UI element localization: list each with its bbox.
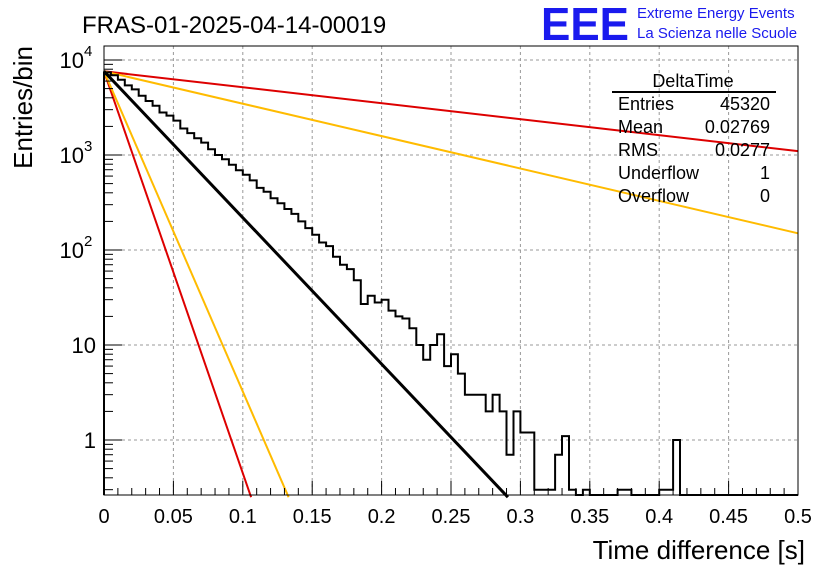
histogram (103, 71, 798, 496)
y-axis-label: Entries/bin (8, 46, 38, 169)
y-tick-label: 10 (60, 238, 84, 263)
y-tick-label: 1 (84, 428, 96, 453)
stats-label-mean: Mean (618, 117, 663, 137)
y-tick-exponent: 4 (84, 43, 92, 60)
reference-curves (102, 70, 799, 499)
x-tick-label: 0.4 (645, 506, 673, 528)
stats-value-mean: 0.02769 (705, 117, 770, 137)
x-axis-label: Time difference [s] (593, 535, 805, 565)
x-tick-label: 0.3 (506, 506, 534, 528)
y-tick-exponent: 3 (84, 138, 92, 155)
fit-curve (103, 70, 799, 153)
stats-value-underflow: 1 (760, 163, 770, 183)
y-tick-label: 10 (60, 48, 84, 73)
fit-curve (103, 70, 253, 498)
stats-value-entries: 45320 (720, 94, 770, 114)
fit-curve (103, 70, 799, 235)
logo-subtitle-2: La Scienza nelle Scuole (637, 25, 797, 42)
fit-curve (102, 70, 509, 499)
x-tick-label: 0.15 (293, 506, 332, 528)
logo-subtitle-1: Extreme Energy Events (637, 5, 795, 22)
x-tick-label: 0.5 (784, 506, 812, 528)
stats-label-rms: RMS (618, 140, 658, 160)
y-tick-label: 10 (72, 333, 96, 358)
x-tick-label: 0.05 (154, 506, 193, 528)
stats-box: DeltaTime Entries 45320 Mean 0.02769 RMS… (612, 71, 776, 206)
axis-ticks: 0 0.05 0.1 0.15 0.2 0.25 0.3 0.35 0.4 0.45 0.51101… (60, 43, 812, 528)
x-tick-label: 0.25 (432, 506, 471, 528)
fit-curve (103, 70, 290, 498)
x-tick-label: 0.2 (368, 506, 396, 528)
y-tick-label: 10 (60, 143, 84, 168)
stats-value-overflow: 0 (760, 186, 770, 206)
plot-frame (103, 45, 799, 496)
y-tick-exponent: 2 (84, 233, 92, 250)
stats-label-entries: Entries (618, 94, 674, 114)
x-tick-label: 0.1 (229, 506, 257, 528)
eee-logo: EEE (541, 0, 629, 50)
stats-value-rms: 0.0277 (715, 140, 770, 160)
stats-title: DeltaTime (652, 71, 733, 91)
histogram-outline (103, 71, 798, 496)
x-tick-label: 0 (98, 506, 109, 528)
stats-label-underflow: Underflow (618, 163, 700, 183)
x-tick-label: 0.35 (570, 506, 609, 528)
x-tick-label: 0.45 (709, 506, 748, 528)
stats-label-overflow: Overflow (618, 186, 690, 206)
run-title: FRAS-01-2025-04-14-00019 (82, 12, 386, 39)
